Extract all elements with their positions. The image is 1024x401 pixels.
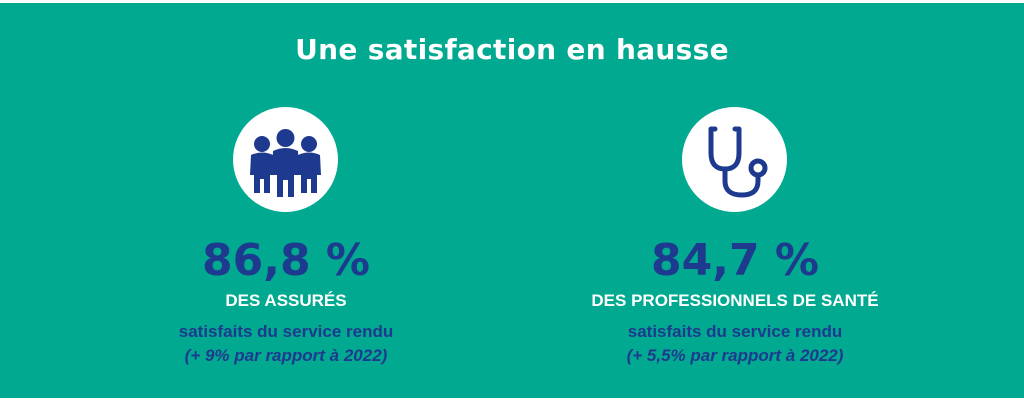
people-group-icon: [250, 129, 321, 197]
stat-insured: 86,8 % DES ASSURÉS satisfaits du service…: [76, 3, 496, 398]
stat-health-professionals: 84,7 % DES PROFESSIONNELS DE SANTÉ satis…: [525, 3, 945, 398]
satisfaction-banner: Une satisfaction en hausse 86,8 % DES AS…: [0, 3, 1024, 398]
professionals-satisfaction-value: 84,7 %: [651, 235, 819, 286]
icon-circle: [682, 107, 787, 212]
insured-label: DES ASSURÉS: [225, 291, 347, 310]
page-title: Une satisfaction en hausse: [295, 33, 729, 66]
insured-subtitle: satisfaits du service rendu: [178, 322, 394, 341]
stethoscope-icon: [708, 126, 768, 198]
professionals-comparison: (+ 5,5% par rapport à 2022): [626, 346, 844, 365]
icon-circle: [233, 107, 338, 212]
professionals-subtitle: satisfaits du service rendu: [627, 322, 843, 341]
insured-satisfaction-value: 86,8 %: [202, 235, 370, 286]
professionals-label: DES PROFESSIONNELS DE SANTÉ: [591, 291, 879, 310]
insured-comparison: (+ 9% par rapport à 2022): [184, 346, 388, 365]
